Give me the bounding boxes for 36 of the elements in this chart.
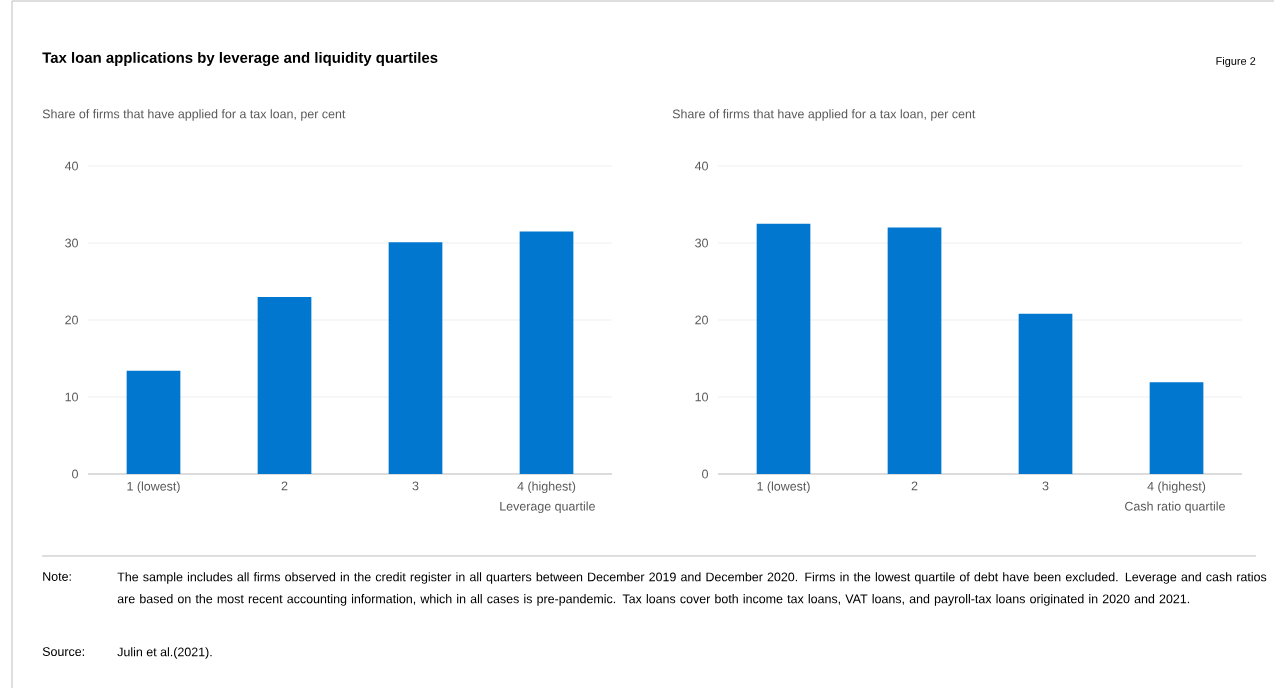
x-tick-label: 2 xyxy=(911,481,918,491)
y-tick-label: 40 xyxy=(694,161,708,171)
caption: Figure 2 xyxy=(1216,56,1256,68)
chart-subtitle: Share of firms that have applied for a tax loan, per cent xyxy=(42,109,346,121)
x-axis-title: Leverage quartile xyxy=(500,501,595,514)
bar xyxy=(519,231,574,474)
x-tick-label: 4 (highest) xyxy=(517,481,576,494)
y-tick-label: 20 xyxy=(65,315,78,325)
text: Julin et al.(2021). xyxy=(117,647,212,659)
x-tick-label: 2 xyxy=(281,481,288,491)
chart-title: Tax loan applications by leverage and liquidity quartiles xyxy=(42,51,438,66)
x-tick-label: 3 xyxy=(1042,481,1049,491)
x-tick-label: 3 xyxy=(412,481,419,491)
x-tick-label: 4 (highest) xyxy=(1147,481,1206,494)
chart-subtitle: Share of firms that have applied for a tax loan, per cent xyxy=(672,109,976,121)
text: The sample includes all firms observed in the credit register in all quarters between December 2019 and December 2020. Firms in the lowest quartile of debt have been excluded. Leverage and cash ratios are based on the most recent accounting information, which in all cases is pre-pandemic. Tax loans cover both income tax loans, VAT loans, and payroll-tax loans originated in 2020 and 2021. xyxy=(117,572,1267,606)
x-tick-label: 1 (lowest) xyxy=(127,481,180,494)
source-note: Source: xyxy=(42,647,84,656)
bar xyxy=(126,370,181,474)
y-tick-label: 30 xyxy=(695,238,708,248)
y-tick-label: 0 xyxy=(702,469,708,479)
y-tick-label: 10 xyxy=(65,392,78,402)
bar xyxy=(1149,382,1204,474)
bar xyxy=(257,296,312,474)
y-tick-label: 30 xyxy=(65,238,78,248)
y-tick-label: 10 xyxy=(695,392,708,402)
bar xyxy=(887,227,942,474)
bar xyxy=(388,242,443,474)
text: Note: xyxy=(43,572,71,581)
y-tick-label: 20 xyxy=(695,315,708,325)
x-axis-title: Cash ratio quartile xyxy=(1125,501,1225,514)
y-tick-label: 0 xyxy=(72,469,78,479)
x-tick-label: 1 (lowest) xyxy=(757,481,810,494)
bar xyxy=(1018,313,1073,474)
bar xyxy=(756,223,811,474)
y-tick-label: 40 xyxy=(64,161,78,171)
